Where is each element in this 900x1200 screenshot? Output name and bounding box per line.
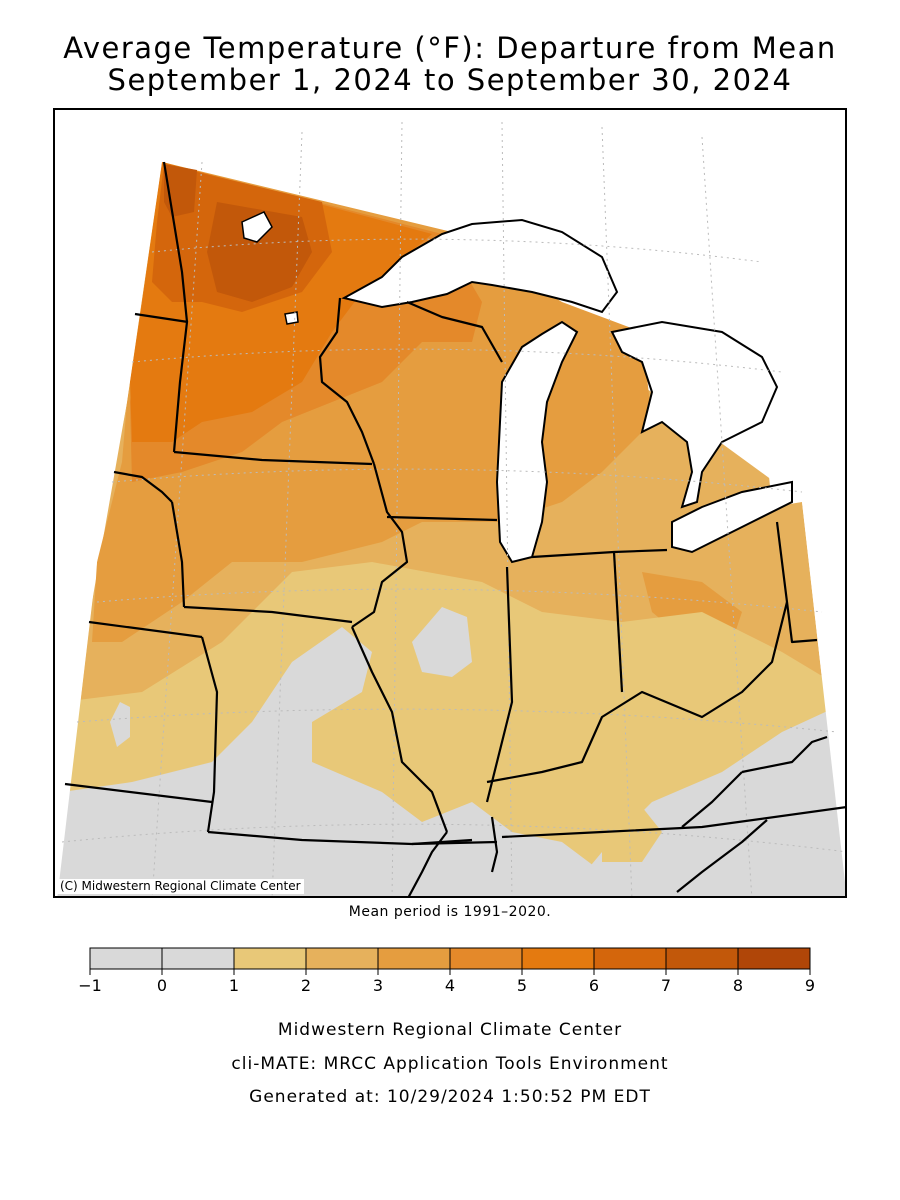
footer-organization: Midwestern Regional Climate Center — [277, 1020, 623, 1040]
wi-mi-border — [406, 300, 503, 363]
legend-tick-label: 0 — [157, 976, 167, 995]
mn-wi-border — [318, 297, 376, 465]
legend-bin-7 — [593, 947, 667, 970]
map-panel — [53, 108, 847, 898]
legend-bin-8 — [665, 947, 739, 970]
mn-ia-border — [173, 450, 373, 466]
legend-tick-label: 8 — [733, 976, 743, 995]
legend-tick-label: −1 — [78, 976, 102, 995]
tn-river — [490, 816, 499, 873]
ar-mo-bootheel — [411, 838, 473, 846]
color-legend: −1 0 1 2 3 4 5 6 7 8 9 — [78, 947, 815, 995]
legend-tick-label: 2 — [301, 976, 311, 995]
wi-il-border — [386, 515, 498, 522]
ks-ok-border — [64, 782, 213, 804]
tn-south-east — [676, 819, 768, 893]
legend-tick-label: 4 — [445, 976, 455, 995]
nd-sd-border — [134, 312, 189, 324]
legend-bin-5 — [449, 947, 523, 970]
legend-bin-4 — [377, 947, 451, 970]
legend-bin-1 — [161, 947, 235, 970]
ohio-river — [486, 601, 789, 784]
anomaly-band-0-1-southwest — [57, 627, 620, 896]
anomaly-band-1-2-ky-patch — [602, 807, 662, 862]
il-west-border — [350, 626, 449, 833]
map-title-line1: Average Temperature (°F): Departure from… — [63, 31, 837, 65]
anomaly-band-0-1-illinois — [412, 607, 472, 677]
ia-west-border — [170, 501, 186, 608]
legend-tick-label: 6 — [589, 976, 599, 995]
ia-wi-il-border — [351, 463, 409, 628]
map-outside-right — [432, 110, 845, 883]
lake-of-the-woods — [241, 211, 273, 243]
legend-bin-2 — [233, 947, 307, 970]
legend-tick-label: 9 — [805, 976, 815, 995]
lake-erie — [671, 480, 793, 554]
pa-oh-border — [775, 521, 818, 644]
mo-ar-border — [207, 830, 498, 846]
mo-west-border — [200, 636, 219, 833]
anomaly-band-7-8 — [207, 202, 312, 302]
anomaly-band-0-1-southwest-small — [110, 702, 130, 747]
ky-tn-border — [501, 806, 845, 839]
ia-mo-border — [183, 605, 353, 624]
legend-bin-0 — [89, 947, 163, 970]
ky-east-border — [681, 771, 743, 828]
ne-ks-border — [88, 620, 203, 639]
mi-in-oh-border — [531, 548, 668, 559]
legend-bin-6 — [521, 947, 595, 970]
sd-ne-border — [113, 470, 173, 503]
lake-michigan — [495, 320, 579, 564]
in-oh-border — [612, 551, 624, 693]
map-outside-left — [55, 110, 162, 896]
temperature-departure-map — [55, 110, 845, 896]
legend-tick-label: 7 — [661, 976, 671, 995]
state-boundaries — [64, 161, 845, 896]
legend-bin-3 — [305, 947, 379, 970]
copyright-label: (C) Midwestern Regional Climate Center — [57, 879, 304, 894]
legend-tick-label: 3 — [373, 976, 383, 995]
mean-period-note: Mean period is 1991–2020. — [348, 904, 552, 920]
upper-red-lake — [284, 311, 299, 325]
va-wv-border — [741, 735, 828, 774]
legend-tick-label: 1 — [229, 976, 239, 995]
lake-huron — [610, 320, 779, 509]
map-graticule — [61, 121, 845, 896]
legend-tick-label: 5 — [517, 976, 527, 995]
footer-tool-name: cli-MATE: MRCC Application Tools Environ… — [231, 1054, 669, 1074]
footer-generated-at: Generated at: 10/29/2024 1:50:52 PM EDT — [249, 1087, 651, 1107]
legend-bin-9 — [737, 947, 811, 970]
anomaly-band-7-8-nw — [164, 164, 197, 217]
map-title-line2: September 1, 2024 to September 30, 2024 — [107, 63, 793, 97]
